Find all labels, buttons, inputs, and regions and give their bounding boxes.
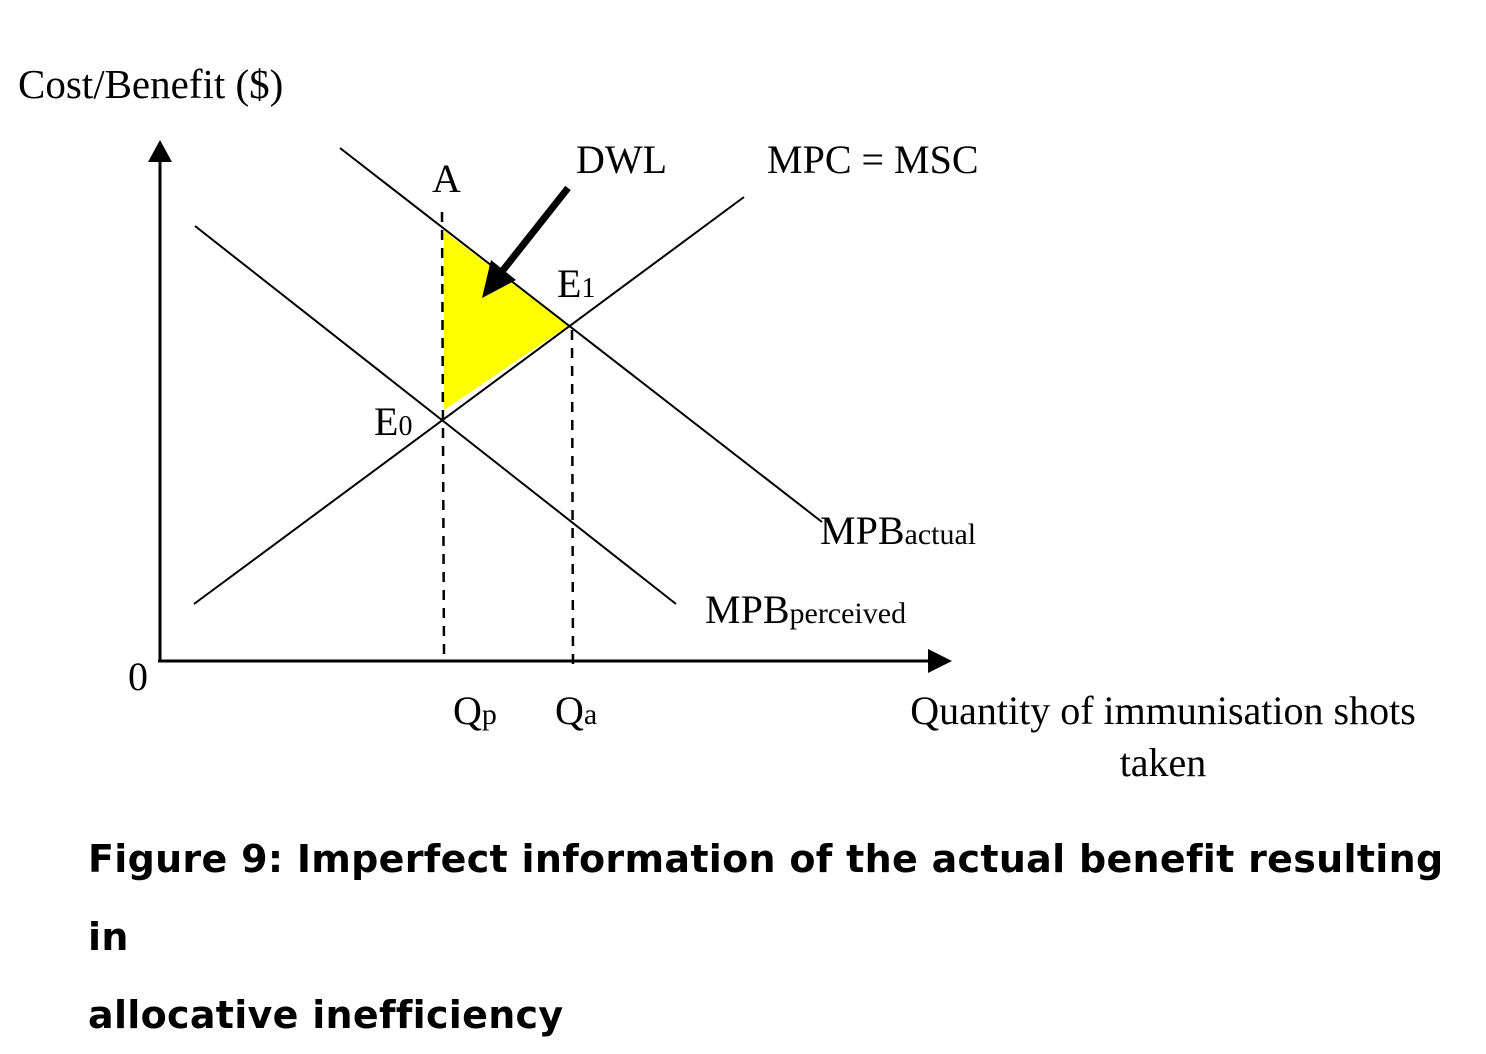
dwl-label: DWL xyxy=(576,137,667,182)
mpc-msc-curve xyxy=(193,196,745,605)
caption-line-2: allocative inefficiency xyxy=(88,993,564,1037)
y-axis-label: Cost/Benefit ($) xyxy=(18,61,283,107)
caption-line-1: Figure 9: Imperfect information of the a… xyxy=(88,837,1444,959)
x-axis-arrowhead xyxy=(928,649,952,673)
mpb-perceived-label: MPBperceived xyxy=(705,587,906,632)
qa-label: Qa xyxy=(555,688,597,733)
dwl-pointer-arrow xyxy=(497,185,571,277)
y-axis-arrowhead xyxy=(148,140,172,162)
qa-dashed-line xyxy=(570,329,575,669)
qp-label: Qp xyxy=(453,688,497,733)
mpb-perceived-curve xyxy=(194,225,677,605)
qp-dashed-line xyxy=(440,211,446,656)
point-a-label: A xyxy=(432,156,461,201)
figure-caption: Figure 9: Imperfect information of the a… xyxy=(88,820,1448,1054)
economics-diagram: Cost/Benefit ($) 0 A DWL MPC = MSC E1 E0… xyxy=(18,61,1416,785)
dwl-area xyxy=(444,231,568,410)
mpb-actual-label: MPBactual xyxy=(820,508,976,553)
dwl-pointer-arrowhead xyxy=(482,260,516,298)
x-axis-label-line1: Quantity of immunisation shots xyxy=(910,688,1416,733)
supply-curve-label: MPC = MSC xyxy=(767,137,979,182)
origin-label: 0 xyxy=(128,654,148,699)
e0-label: E0 xyxy=(374,399,412,444)
mpb-actual-curve xyxy=(339,147,823,523)
x-axis-label-line2: taken xyxy=(1120,740,1207,785)
e1-label: E1 xyxy=(557,261,595,306)
